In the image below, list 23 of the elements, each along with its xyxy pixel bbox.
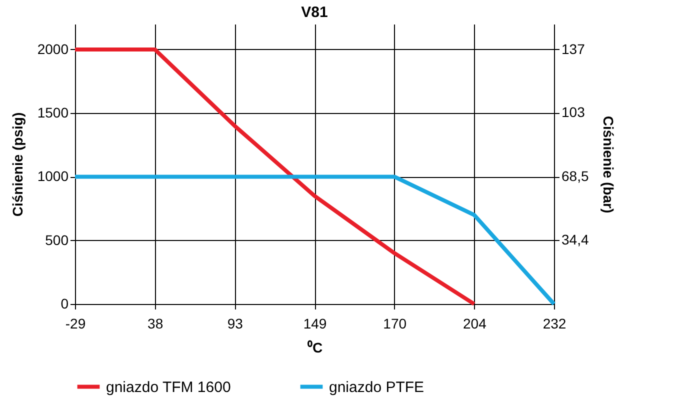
x-tick-label: 170 [383, 316, 407, 332]
y2-tick-label: 34,4 [562, 232, 589, 248]
x-tick-label: 204 [462, 316, 487, 332]
y2-tick-label: 137 [562, 40, 586, 57]
x-tick-label: 232 [542, 316, 566, 332]
y2-tick-label: 103 [562, 104, 586, 120]
y-tick-label: 1500 [37, 104, 69, 121]
legend-label: gniazdo PTFE [329, 378, 424, 396]
y-tick-label: 2000 [37, 40, 69, 57]
line-series [73, 47, 476, 306]
y-tick-label: 1000 [37, 168, 69, 184]
x-tick-label: 38 [148, 316, 164, 332]
y-tick-label: 0 [60, 296, 69, 312]
chart-title: V81 [301, 4, 328, 21]
y-axis-title: Ciśnienie (psig) [9, 112, 26, 217]
x-tick-label: 93 [227, 316, 244, 332]
legend-label: gniazdo TFM 1600 [106, 378, 231, 396]
x-axis-title: ⁰C [306, 340, 323, 356]
x-tick-label: 149 [303, 316, 327, 332]
y2-tick-label: 68,5 [562, 168, 589, 184]
x-tick-label: -29 [65, 316, 86, 332]
y2-axis-title: Ciśnienie (bar) [600, 116, 617, 214]
y-tick-label: 500 [45, 232, 69, 248]
